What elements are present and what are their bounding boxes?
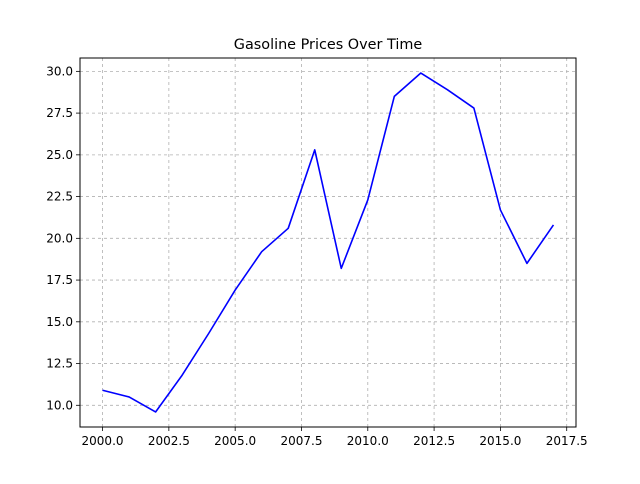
y-tick-label: 15.0 (46, 315, 73, 329)
y-tick-label: 20.0 (46, 231, 73, 245)
x-tick-label: 2002.5 (148, 434, 190, 448)
y-tick-label: 17.5 (46, 273, 73, 287)
y-tick-label: 22.5 (46, 190, 73, 204)
x-tick-label: 2005.0 (214, 434, 256, 448)
y-tick-label: 25.0 (46, 148, 73, 162)
chart-title: Gasoline Prices Over Time (234, 37, 423, 53)
x-tick-label: 2000.0 (82, 434, 124, 448)
y-tick-label: 12.5 (46, 357, 73, 371)
x-tick-label: 2017.5 (546, 434, 588, 448)
x-tick-label: 2015.0 (479, 434, 521, 448)
y-tick-label: 10.0 (46, 398, 73, 412)
y-tick-label: 30.0 (46, 64, 73, 78)
x-tick-label: 2007.5 (280, 434, 322, 448)
y-tick-label: 27.5 (46, 106, 73, 120)
x-tick-label: 2012.5 (413, 434, 455, 448)
x-tick-label: 2010.0 (347, 434, 389, 448)
